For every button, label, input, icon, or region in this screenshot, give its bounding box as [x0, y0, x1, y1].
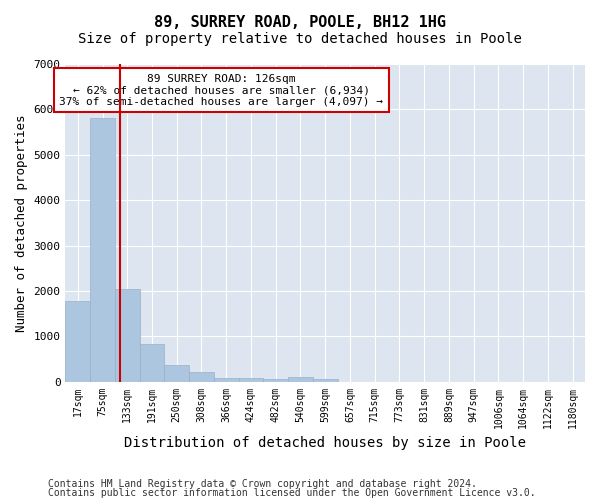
Bar [288, 377, 313, 382]
Bar [140, 344, 164, 382]
Bar [65, 301, 90, 382]
Bar [189, 372, 214, 382]
Bar [214, 378, 239, 382]
Text: 89 SURREY ROAD: 126sqm
← 62% of detached houses are smaller (6,934)
37% of semi-: 89 SURREY ROAD: 126sqm ← 62% of detached… [59, 74, 383, 106]
Bar [263, 379, 288, 382]
Bar [90, 118, 115, 382]
Bar [115, 288, 140, 382]
X-axis label: Distribution of detached houses by size in Poole: Distribution of detached houses by size … [124, 436, 526, 450]
Text: Contains public sector information licensed under the Open Government Licence v3: Contains public sector information licen… [48, 488, 536, 498]
Bar [313, 379, 338, 382]
Bar [239, 378, 263, 382]
Text: Size of property relative to detached houses in Poole: Size of property relative to detached ho… [78, 32, 522, 46]
Bar [164, 364, 189, 382]
Text: 89, SURREY ROAD, POOLE, BH12 1HG: 89, SURREY ROAD, POOLE, BH12 1HG [154, 15, 446, 30]
Text: Contains HM Land Registry data © Crown copyright and database right 2024.: Contains HM Land Registry data © Crown c… [48, 479, 477, 489]
Y-axis label: Number of detached properties: Number of detached properties [15, 114, 28, 332]
